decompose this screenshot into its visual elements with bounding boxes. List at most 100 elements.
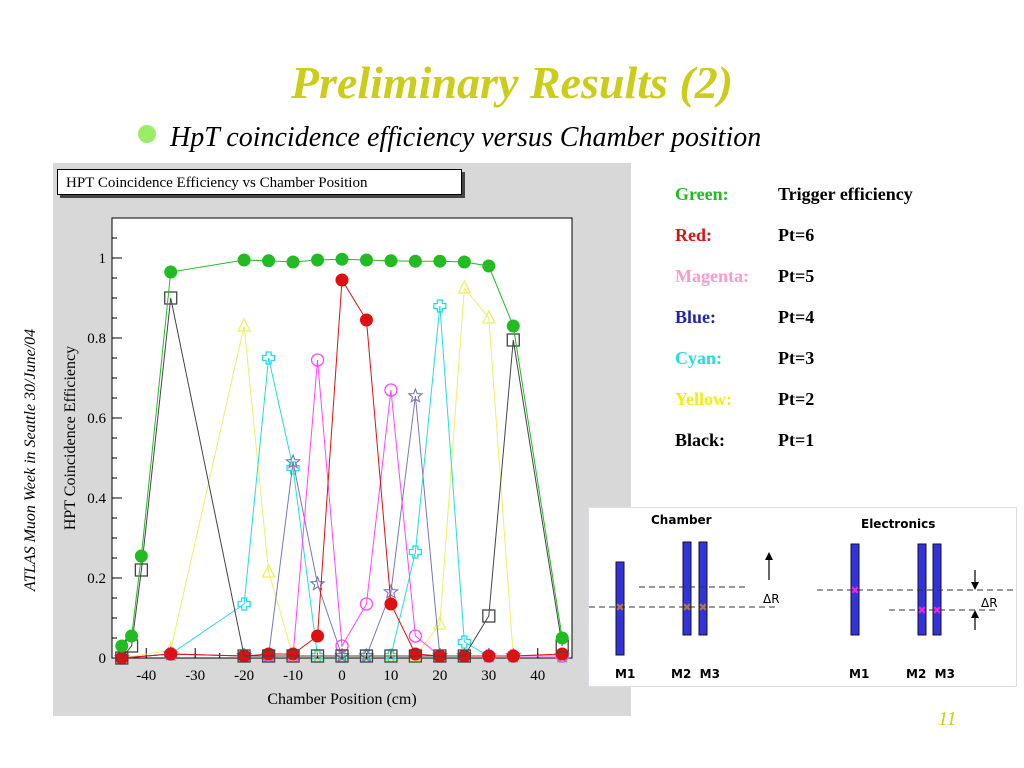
- x-tick-label: -10: [283, 668, 303, 684]
- data-point: [310, 649, 325, 663]
- data-point: [261, 649, 276, 663]
- data-point: [457, 255, 471, 269]
- data-point: [164, 291, 178, 305]
- electronics-arrow-down-icon: [971, 582, 979, 590]
- data-point: [237, 253, 251, 267]
- electronics-delta-r: ΔR: [981, 596, 998, 610]
- chamber-delta-r: ΔR: [763, 592, 780, 606]
- electronics-hit-m3: ✖: [932, 604, 941, 617]
- data-point: [433, 254, 447, 268]
- data-point: [407, 387, 424, 403]
- data-point: [237, 317, 252, 332]
- data-point: [384, 597, 398, 611]
- electronics-m1-label: M1: [849, 667, 870, 681]
- data-point: [506, 333, 520, 347]
- data-point: [358, 647, 375, 663]
- y-axis-label: HPT Coincidence Efficiency: [62, 346, 79, 530]
- y-tick-label: 0: [99, 651, 107, 667]
- data-point: [335, 273, 349, 287]
- x-tick-label: 20: [432, 668, 447, 684]
- x-tick-label: -40: [136, 668, 156, 684]
- chamber-arrow-icon: [765, 552, 773, 560]
- data-point: [237, 649, 251, 663]
- chamber-hit-m3: ✖: [698, 601, 707, 614]
- data-point: [408, 254, 422, 268]
- legend-value: Pt=6: [778, 225, 815, 245]
- legend-key: Cyan:: [675, 348, 723, 368]
- data-point: [262, 254, 276, 268]
- data-point: [286, 649, 300, 663]
- data-point: [384, 649, 398, 663]
- data-point: [555, 631, 569, 645]
- data-point: [457, 279, 472, 294]
- data-point: [433, 649, 447, 663]
- data-point: [286, 255, 300, 269]
- chamber-m1-bar: [615, 561, 625, 656]
- slide-title: Preliminary Results (2): [290, 57, 734, 108]
- data-point: [164, 265, 178, 279]
- legend-value: Pt=2: [778, 389, 815, 409]
- electronics-m2m3-label: M2 M3: [906, 667, 955, 681]
- electronics-hit-m1: ✖: [850, 584, 859, 597]
- electronics-hit-m2: ✖: [917, 604, 926, 617]
- x-tick-label: 0: [338, 668, 346, 684]
- y-tick-label: 0.8: [87, 331, 106, 347]
- data-point: [134, 549, 148, 563]
- legend-value: Pt=4: [778, 307, 815, 327]
- bullet-line: HpT coincidence efficiency versus Chambe…: [138, 122, 761, 154]
- plot-title: HPT Coincidence Efficiency vs Chamber Po…: [57, 169, 462, 195]
- chamber-m1-label: M1: [615, 667, 636, 681]
- data-point: [335, 639, 349, 653]
- y-tick-label: 0.6: [87, 411, 106, 427]
- data-point: [115, 639, 129, 653]
- plot-area: [111, 217, 573, 659]
- page-number: 11: [938, 708, 957, 730]
- series-line: [121, 297, 563, 659]
- data-point: [433, 299, 447, 313]
- data-point: [311, 253, 325, 267]
- chamber-electronics-diagram: ✖ ✖ ✖ ΔR ✖ ✖ ✖ ΔR Chamber Electronics M1…: [588, 507, 1017, 687]
- data-point: [384, 254, 398, 268]
- data-point: [125, 629, 139, 643]
- data-point: [482, 259, 496, 273]
- data-point: [359, 313, 373, 327]
- data-point: [359, 597, 374, 611]
- chamber-hit-m2: ✖: [682, 601, 691, 614]
- legend-key: Red:: [675, 225, 712, 245]
- data-point: [335, 649, 349, 663]
- data-point: [408, 629, 423, 643]
- data-point: [261, 351, 276, 365]
- legend-value: Pt=5: [778, 266, 815, 286]
- x-tick-label: -30: [185, 668, 205, 684]
- x-tick-label: 30: [481, 668, 496, 684]
- y-tick-label: 1: [99, 251, 107, 267]
- data-point: [408, 545, 423, 559]
- data-point: [506, 649, 520, 663]
- data-point: [359, 647, 374, 662]
- data-point: [335, 252, 349, 266]
- legend-key: Black:: [675, 430, 726, 450]
- y-tick-label: 0.4: [87, 491, 106, 507]
- electronics-arrow-up-icon: [971, 610, 979, 618]
- chamber-m2-bar: [682, 541, 692, 636]
- y-tick-label: 0.2: [87, 571, 106, 587]
- legend-key: Yellow:: [675, 389, 732, 409]
- legend-key: Green:: [675, 184, 729, 204]
- data-point: [309, 575, 326, 591]
- electronics-title: Electronics: [861, 517, 936, 531]
- data-point: [284, 453, 302, 469]
- legend-value: Pt=1: [778, 430, 815, 450]
- data-point: [237, 597, 251, 611]
- data-point: [482, 609, 496, 623]
- data-point: [261, 563, 276, 578]
- chamber-title: Chamber: [651, 513, 712, 527]
- data-point: [506, 319, 520, 333]
- data-point: [408, 649, 423, 663]
- data-point: [334, 647, 350, 662]
- data-point: [310, 647, 325, 662]
- legend-value: Trigger efficiency: [778, 184, 913, 204]
- data-point: [164, 647, 178, 661]
- data-point: [359, 649, 374, 663]
- data-point: [134, 563, 149, 577]
